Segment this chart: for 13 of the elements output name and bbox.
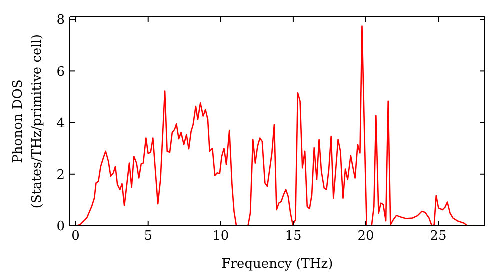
x-tick-label: 15 bbox=[285, 229, 302, 244]
x-tick-label: 25 bbox=[430, 229, 447, 244]
y-tick-label: 2 bbox=[56, 168, 65, 184]
x-tick-label: 20 bbox=[358, 229, 374, 244]
x-tick-label: 0 bbox=[72, 229, 80, 244]
y-tick-label: 0 bbox=[56, 220, 65, 235]
x-tick-label: 10 bbox=[212, 229, 230, 244]
y-tick-label: 4 bbox=[56, 116, 65, 132]
y-tick-label: 6 bbox=[56, 64, 65, 80]
x-axis-title: Frequency (THz) bbox=[222, 257, 334, 272]
x-tick-label: 5 bbox=[144, 229, 152, 244]
y-axis-title: Phonon DOS (States/THz/primitive cell) bbox=[11, 34, 45, 209]
y-tick-label: 8 bbox=[56, 13, 65, 28]
